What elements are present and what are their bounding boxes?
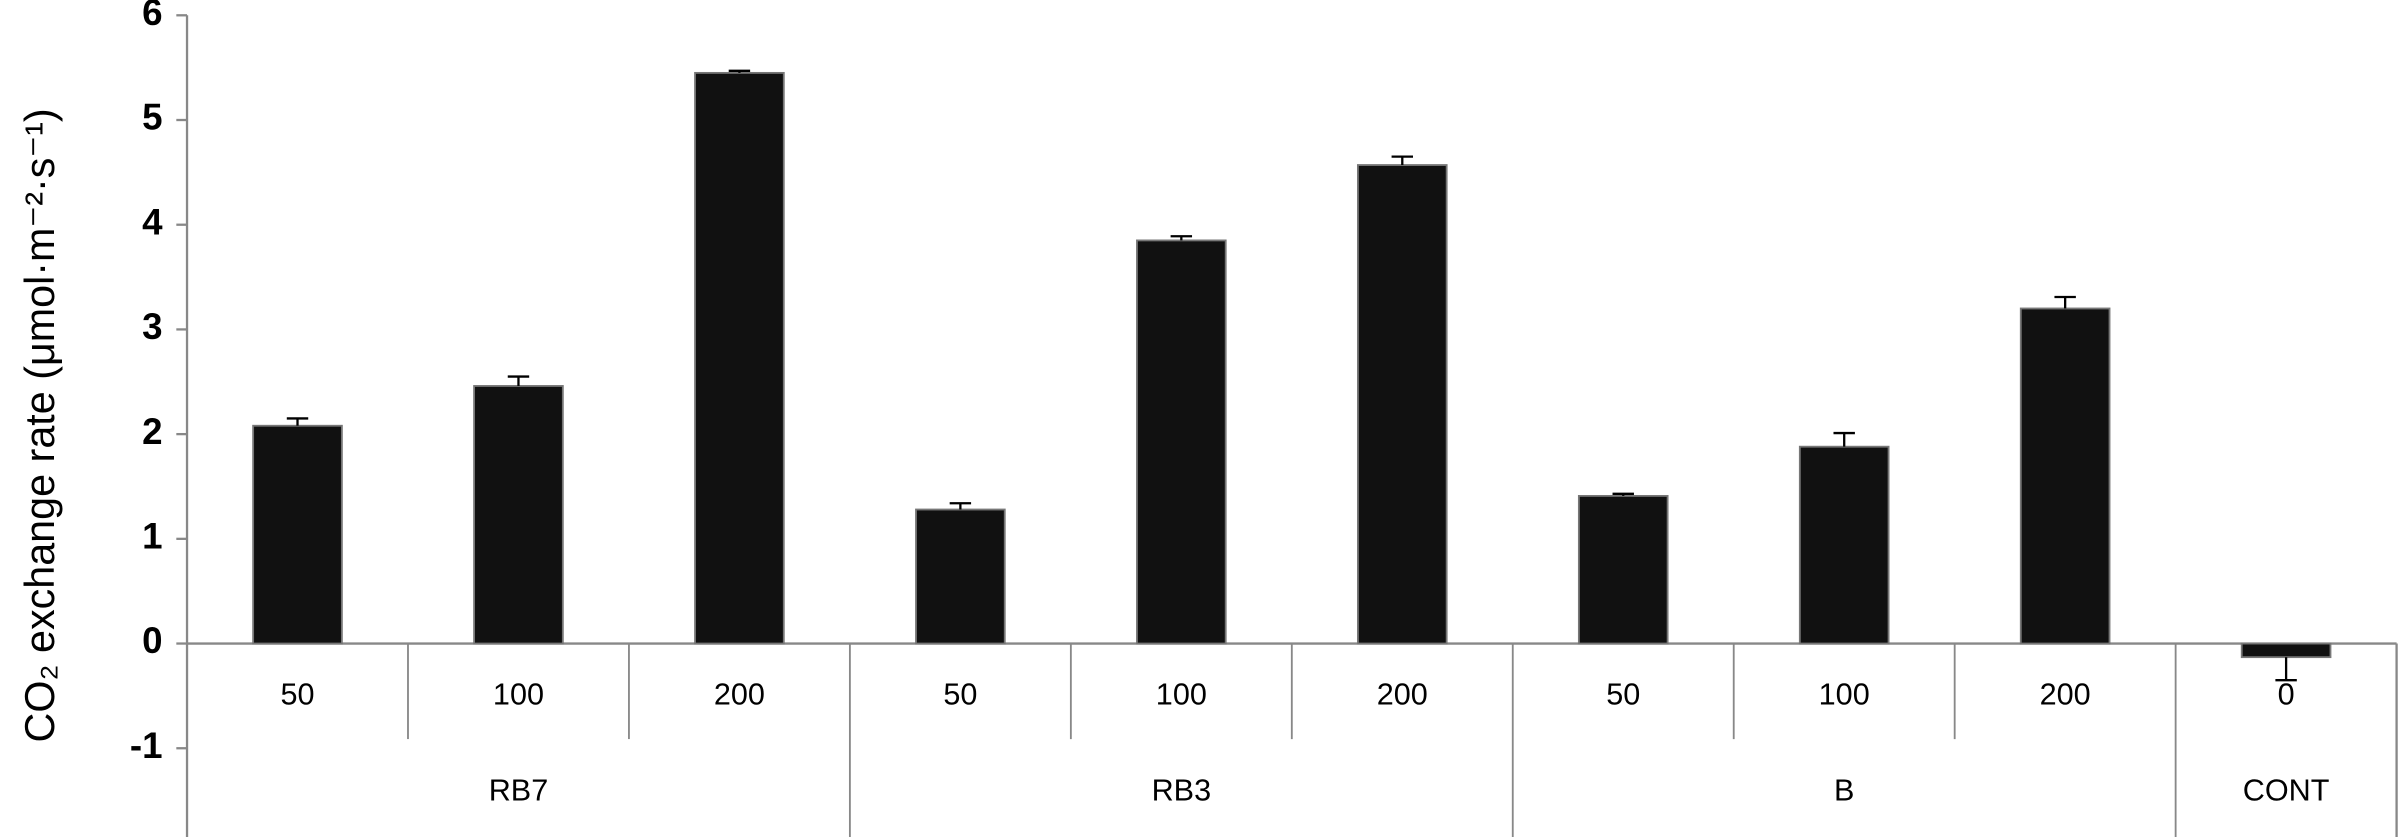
y-tick-label: -1: [130, 725, 163, 766]
group-label: RB3: [1152, 774, 1212, 808]
x-tick-label: 200: [714, 677, 765, 711]
y-tick-label: 2: [142, 411, 162, 452]
bar: [1577, 494, 1669, 645]
y-tick-label: 3: [142, 306, 162, 347]
x-tick-label: 200: [2040, 677, 2091, 711]
y-tick-label: 4: [142, 201, 163, 242]
bar: [1798, 445, 1890, 645]
y-tick-label: 5: [142, 97, 162, 138]
bar: [694, 71, 785, 645]
y-axis-label: CO₂ exchange rate (μmol·m⁻²·s⁻¹): [17, 108, 63, 742]
x-tick-label: 100: [1819, 677, 1870, 711]
group-label: RB7: [489, 774, 549, 808]
x-tick-label: 50: [943, 677, 977, 711]
y-tick-label: 1: [142, 516, 162, 557]
y-tick-label: 0: [142, 620, 162, 661]
x-tick-label: 100: [493, 677, 544, 711]
group-label: B: [1834, 774, 1854, 808]
x-tick-label: 100: [1156, 677, 1207, 711]
x-tick-label: 50: [280, 677, 314, 711]
bar: [252, 424, 343, 645]
bar: [1356, 164, 1448, 645]
y-tick-label: 6: [142, 0, 162, 33]
group-label: CONT: [2243, 774, 2330, 808]
bar: [473, 385, 564, 645]
bar: [1136, 239, 1227, 645]
bar: [2240, 642, 2332, 659]
x-tick-label: 0: [2278, 677, 2295, 711]
x-tick-label: 50: [1606, 677, 1640, 711]
bar: [2019, 307, 2111, 645]
x-tick-label: 200: [1377, 677, 1428, 711]
bar: [915, 508, 1006, 645]
